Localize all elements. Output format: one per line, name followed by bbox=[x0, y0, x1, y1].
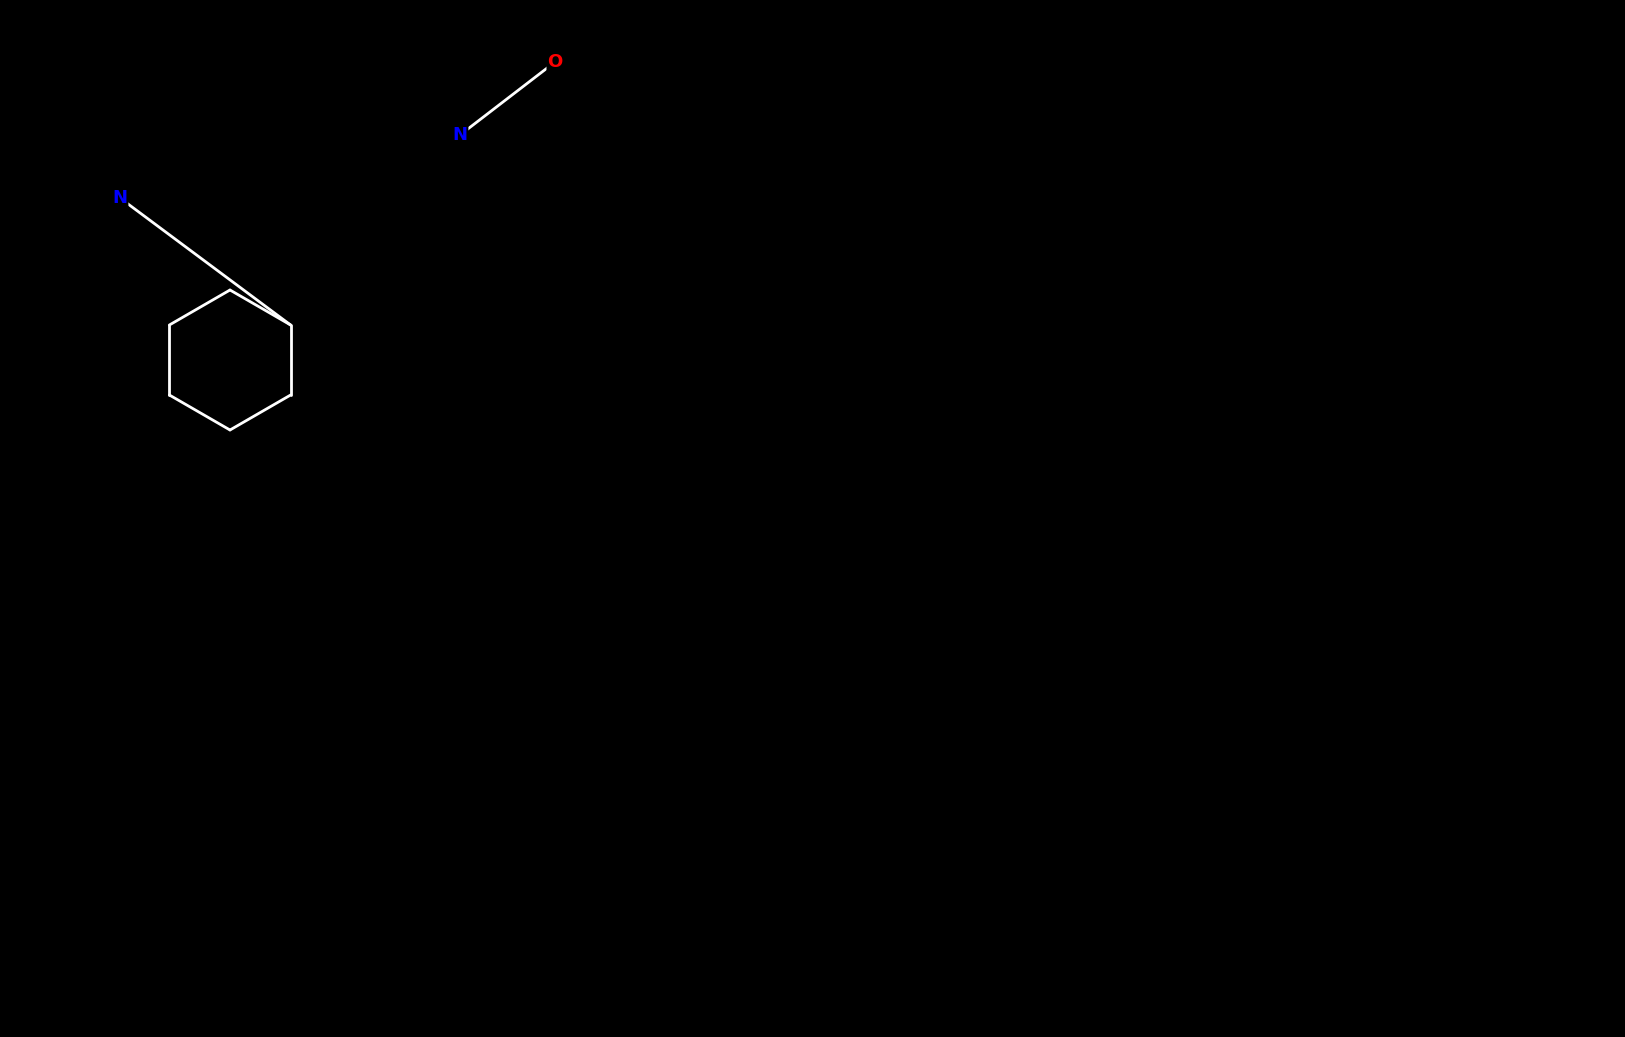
Text: O: O bbox=[548, 53, 562, 71]
Text: N: N bbox=[452, 127, 468, 144]
Text: N: N bbox=[112, 189, 127, 207]
